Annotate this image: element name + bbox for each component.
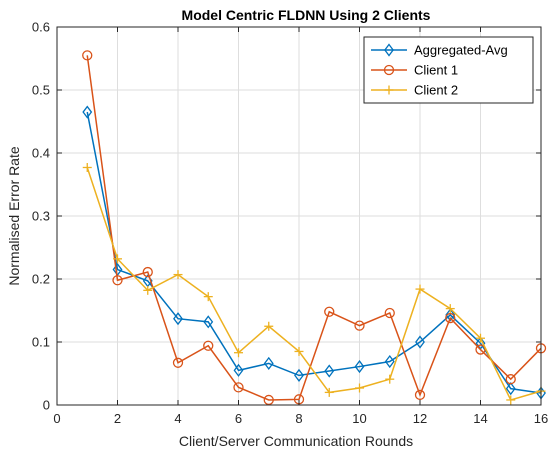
legend-item-aggregated-avg: Aggregated-Avg — [371, 43, 508, 58]
series-layer — [82, 50, 547, 406]
data-point-client-2 — [173, 270, 183, 280]
y-tick-label: 0 — [43, 398, 50, 413]
legend-marker-aggregated-avg — [384, 43, 394, 57]
series-client-2 — [82, 162, 546, 405]
legend-label-client-1: Client 1 — [414, 63, 458, 78]
x-tick-label: 4 — [174, 411, 181, 426]
y-tick-label: 0.1 — [32, 335, 50, 350]
data-point-client-1 — [203, 340, 214, 351]
legend-marker-client-1 — [383, 64, 395, 76]
y-tick-label: 0.5 — [32, 83, 50, 98]
data-point-aggregated-avg — [82, 105, 93, 119]
data-point-client-1 — [384, 307, 395, 319]
data-point-client-2 — [82, 162, 92, 172]
x-tick-label: 0 — [53, 411, 60, 426]
data-point-aggregated-avg — [294, 368, 304, 382]
data-point-aggregated-avg — [445, 308, 456, 322]
data-point-client-1 — [475, 344, 486, 355]
data-point-client-1 — [414, 389, 426, 401]
data-point-client-2 — [415, 284, 425, 294]
x-tick-label: 16 — [534, 411, 548, 426]
chart-title: Model Centric FLDNN Using 2 Clients — [182, 7, 431, 23]
data-point-client-1 — [172, 357, 184, 368]
legend-marker-client-2 — [384, 85, 394, 95]
data-point-client-2 — [203, 292, 213, 302]
data-point-client-2 — [385, 374, 395, 384]
data-point-aggregated-avg — [505, 382, 516, 396]
x-tick-label: 6 — [235, 411, 242, 426]
data-point-client-2 — [143, 285, 153, 295]
y-tick-label: 0.3 — [32, 209, 50, 224]
data-point-client-1 — [82, 50, 93, 61]
data-point-client-1 — [142, 266, 153, 278]
data-point-client-2 — [234, 348, 243, 358]
x-tick-label: 14 — [473, 411, 487, 426]
data-point-client-2 — [355, 383, 364, 393]
data-point-client-1 — [445, 312, 456, 324]
data-point-client-1 — [112, 275, 123, 286]
data-point-aggregated-avg — [415, 335, 425, 349]
data-point-aggregated-avg — [263, 356, 274, 371]
data-point-client-2 — [113, 254, 122, 264]
data-point-client-1 — [505, 374, 516, 385]
data-point-client-2 — [294, 346, 304, 356]
data-point-client-2 — [445, 304, 455, 314]
data-point-client-2 — [476, 333, 485, 343]
legend-label-client-2: Client 2 — [414, 83, 458, 98]
data-point-aggregated-avg — [354, 359, 365, 374]
data-point-client-1 — [263, 394, 274, 406]
tick-labels: 0 2 4 6 8 10 12 14 16 0 0.1 0.2 0.3 0.4 0.5 0.6 — [32, 20, 548, 427]
x-tick-label: 12 — [413, 411, 427, 426]
legend-item-client-2: Client 2 — [371, 83, 458, 98]
y-tick-label: 0.4 — [32, 146, 50, 161]
data-point-aggregated-avg — [203, 315, 214, 329]
x-tick-label: 8 — [295, 411, 302, 426]
data-point-client-1 — [354, 320, 365, 331]
data-point-client-2 — [324, 387, 334, 397]
data-point-aggregated-avg — [384, 354, 395, 369]
data-point-aggregated-avg — [324, 364, 335, 378]
data-point-aggregated-avg — [233, 363, 244, 377]
data-point-client-1 — [324, 306, 335, 317]
legend-item-client-1: Client 1 — [371, 63, 458, 78]
y-tick-label: 0.6 — [32, 20, 50, 35]
data-point-client-2 — [264, 321, 274, 331]
x-tick-label: 10 — [352, 411, 366, 426]
x-axis-label: Client/Server Communication Rounds — [179, 433, 413, 449]
data-point-client-1 — [233, 382, 244, 393]
y-axis-label: Normalised Error Rate — [6, 146, 22, 285]
data-point-aggregated-avg — [173, 312, 183, 326]
y-tick-label: 0.2 — [32, 272, 50, 287]
series-line-client-1 — [86, 55, 542, 401]
x-tick-label: 2 — [114, 411, 121, 426]
data-point-client-2 — [506, 395, 516, 405]
series-line-client-2 — [86, 167, 542, 401]
legend: Aggregated-Avg Client 1 Client 2 — [363, 36, 534, 104]
legend-label-aggregated-avg: Aggregated-Avg — [414, 43, 508, 58]
